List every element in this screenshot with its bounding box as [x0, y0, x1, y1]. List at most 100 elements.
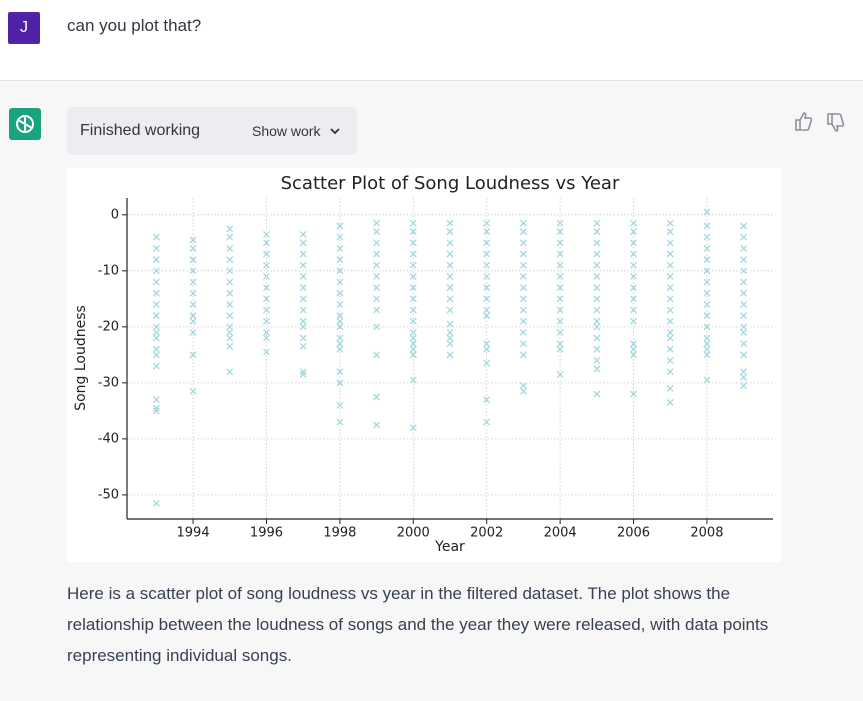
point: [556, 284, 564, 292]
x-tick-label: 2008: [690, 526, 723, 541]
point: [152, 334, 160, 342]
show-work-button[interactable]: Show work: [252, 123, 321, 139]
point: [336, 323, 344, 331]
user-avatar: J: [8, 12, 40, 44]
point: [409, 317, 417, 325]
point: [630, 306, 637, 314]
point: [666, 250, 674, 258]
point: [409, 295, 417, 303]
point: [740, 278, 748, 286]
point: [409, 376, 417, 384]
point: [336, 289, 344, 297]
point: [373, 323, 381, 331]
point: [593, 357, 601, 364]
point: [519, 228, 527, 236]
point: [299, 371, 307, 378]
point: [152, 345, 160, 353]
point: [373, 421, 381, 429]
user-message: can you plot that?: [67, 16, 202, 35]
point: [446, 239, 454, 247]
point: [519, 284, 527, 292]
point: [336, 345, 344, 353]
point: [740, 351, 748, 359]
point: [189, 300, 197, 308]
point: [666, 334, 674, 342]
point: [226, 323, 234, 331]
point: [740, 300, 748, 308]
point: [483, 219, 491, 227]
point: [189, 267, 197, 275]
point: [703, 351, 711, 359]
y-tick-label: -20: [98, 319, 119, 334]
y-tick-label: -10: [98, 263, 119, 278]
point: [152, 407, 160, 415]
status-text: Finished working: [80, 122, 201, 139]
point: [263, 261, 270, 269]
point: [373, 306, 381, 314]
thumbs-up[interactable]: [795, 112, 813, 131]
point: [189, 244, 197, 252]
point: [630, 228, 637, 236]
point: [152, 312, 160, 320]
point: [336, 368, 344, 376]
point: [666, 295, 674, 303]
point: [226, 267, 234, 275]
point: [336, 233, 344, 241]
point: [630, 272, 637, 280]
point: [189, 387, 197, 395]
point: [483, 359, 491, 367]
point: [740, 222, 748, 230]
point: [299, 261, 307, 269]
point: [630, 390, 637, 398]
point: [556, 219, 564, 227]
thumbs-down[interactable]: [827, 113, 845, 132]
point: [189, 278, 197, 286]
point: [226, 368, 234, 376]
point: [152, 267, 160, 275]
point: [593, 250, 601, 258]
point: [556, 306, 564, 314]
x-tick-label: 2004: [544, 526, 577, 541]
point: [299, 295, 307, 303]
point: [483, 340, 491, 348]
point: [483, 345, 491, 353]
point: [409, 424, 417, 432]
point: [519, 219, 527, 227]
point: [189, 351, 197, 359]
point: [519, 387, 527, 395]
point: [740, 267, 748, 275]
point: [519, 239, 527, 247]
point: [299, 250, 307, 258]
point: [152, 278, 160, 286]
point: [556, 317, 564, 325]
point: [409, 345, 417, 353]
chevron-icon: [330, 128, 340, 135]
x-tick-label: 1998: [323, 526, 356, 541]
point: [519, 272, 527, 280]
point: [226, 289, 234, 297]
point: [189, 312, 197, 320]
point: [740, 368, 748, 376]
point: [189, 317, 197, 325]
point: [263, 306, 270, 314]
point: [703, 345, 711, 353]
feedback-icons: [795, 112, 845, 132]
point: [299, 368, 307, 376]
point: [226, 300, 234, 308]
point: [373, 272, 381, 280]
point: [263, 230, 270, 238]
point: [373, 261, 381, 269]
point: [226, 233, 234, 241]
point: [556, 340, 564, 348]
point: [189, 328, 197, 336]
tool-status[interactable]: Finished working Show work: [67, 107, 357, 155]
point: [336, 267, 344, 275]
point: [630, 351, 637, 359]
point: [409, 351, 417, 359]
point: [152, 244, 160, 252]
point: [593, 261, 601, 269]
point: [703, 289, 711, 297]
point: [483, 295, 491, 303]
point: [446, 320, 454, 328]
point: [336, 334, 344, 342]
